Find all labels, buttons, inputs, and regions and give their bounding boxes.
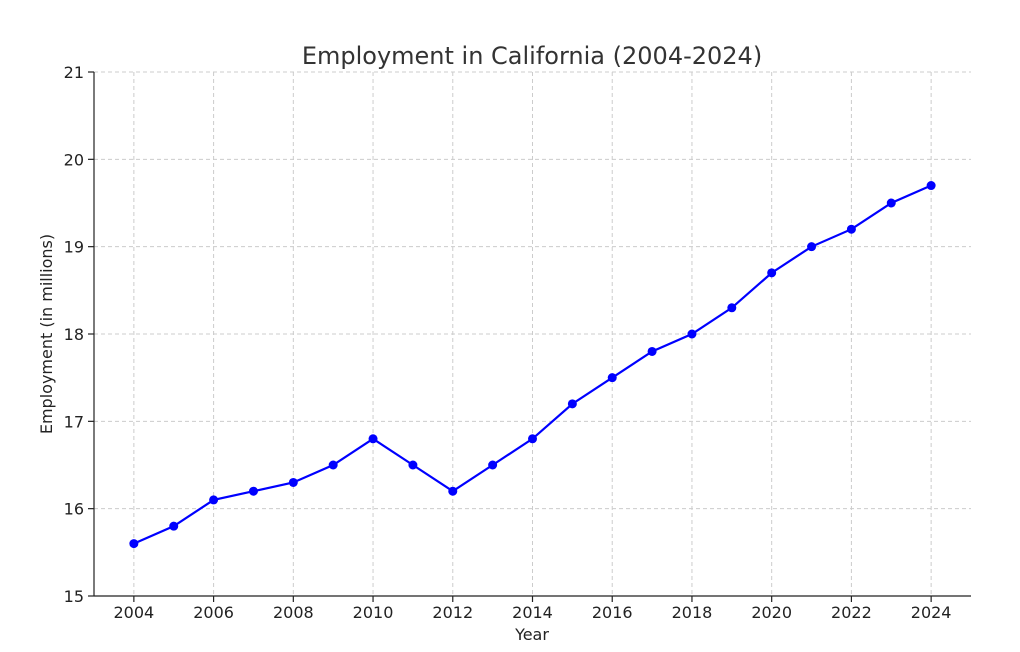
x-tick-label: 2004 [114,603,155,622]
data-point [846,224,856,234]
data-point [886,198,896,208]
chart-title: Employment in California (2004-2024) [302,42,762,70]
data-point [807,242,817,252]
x-tick-label: 2006 [193,603,234,622]
x-tick-label: 2020 [751,603,792,622]
y-tick-label: 15 [64,587,84,606]
y-tick-label: 16 [64,500,84,519]
x-tick-label: 2018 [672,603,713,622]
data-point [727,303,737,313]
y-tick-label: 21 [64,63,84,82]
data-point [767,268,777,278]
y-tick-label: 17 [64,412,84,431]
data-point [647,346,657,356]
data-point [288,477,298,487]
y-axis-label: Employment (in millions) [37,234,56,434]
y-tick-label: 20 [64,150,84,169]
series [129,181,936,549]
x-tick-label: 2010 [353,603,394,622]
data-point [926,181,936,191]
ticks: 2004 2006 2008 2010 2012 2014 2016 2018 2020 2022… [64,63,952,622]
data-point [328,460,338,470]
x-tick-label: 2016 [592,603,633,622]
x-tick-label: 2008 [273,603,314,622]
data-point [528,434,537,444]
data-point [169,521,179,531]
x-tick-label: 2012 [432,603,473,622]
grid [94,71,971,597]
data-point [607,373,617,383]
data-point [368,434,378,444]
data-point [248,486,258,496]
data-point [448,486,458,496]
data-point [567,399,577,409]
x-tick-label: 2022 [831,603,872,622]
y-tick-label: 19 [64,238,84,257]
data-point [129,539,139,549]
x-tick-label: 2024 [911,603,952,622]
data-point [687,329,697,339]
y-tick-label: 18 [64,325,84,344]
x-tick-label: 2014 [512,603,553,622]
data-point [488,460,498,470]
data-point [209,495,219,505]
data-point [408,460,418,470]
x-axis-label: Year [514,625,549,644]
